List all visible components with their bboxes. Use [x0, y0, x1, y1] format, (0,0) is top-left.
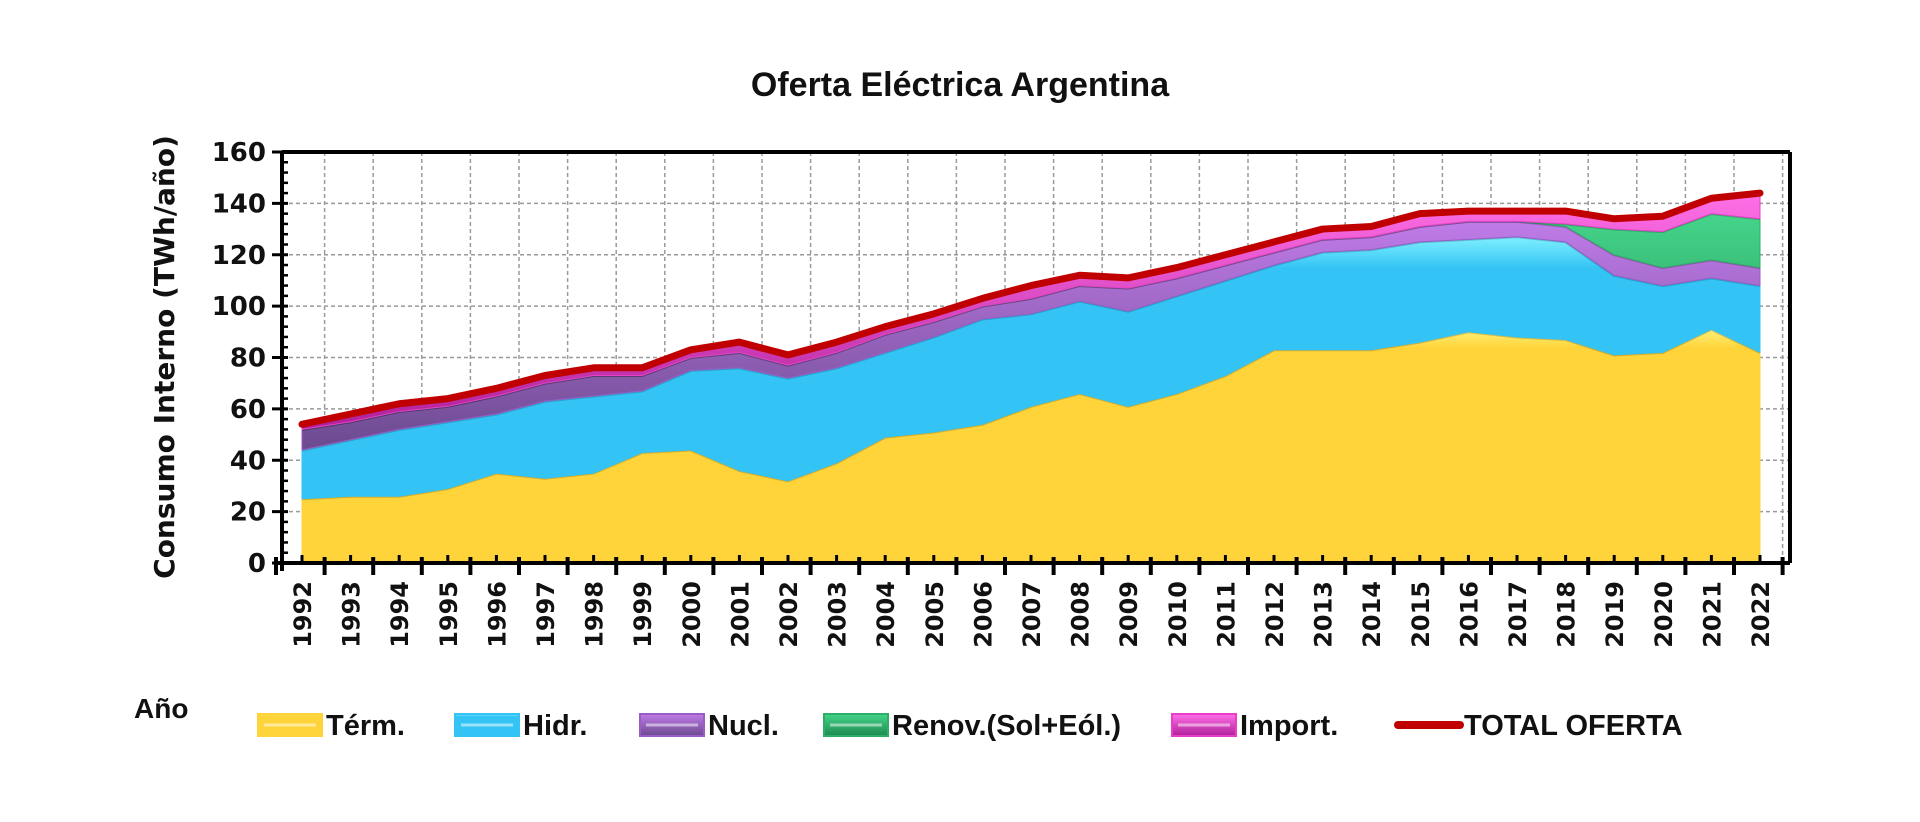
- x-tick-label: 2018: [1553, 581, 1581, 648]
- legend-label: Import.: [1240, 710, 1338, 742]
- x-tick-label: 2002: [775, 581, 803, 648]
- x-tick-label: 2009: [1115, 581, 1143, 648]
- stacked-areas: [301, 191, 1761, 564]
- y-tick-label: 160: [212, 138, 266, 168]
- legend-label: Hidr.: [523, 710, 587, 742]
- total-point: [543, 373, 547, 377]
- y-tick-label: 100: [212, 292, 266, 322]
- total-point: [1369, 224, 1373, 228]
- legend-item: Import.: [1171, 710, 1338, 742]
- axes: [272, 150, 1792, 575]
- total-point: [592, 366, 596, 370]
- x-tick-label: 2021: [1698, 581, 1726, 648]
- total-point: [1709, 196, 1713, 200]
- x-tick-label: 2006: [969, 581, 997, 648]
- total-point: [737, 340, 741, 344]
- legend: Térm. Hidr. Nucl. Renov.(Sol+Eól.) Import. TO…: [257, 710, 1683, 742]
- x-tick-label: 1999: [629, 581, 657, 648]
- x-tick-label: 2008: [1067, 581, 1095, 648]
- legend-item: Hidr.: [454, 710, 587, 742]
- x-tick-label: 1994: [386, 581, 414, 648]
- total-point: [786, 353, 790, 357]
- x-tick-label: 2011: [1212, 581, 1240, 648]
- x-tick-labels: 1992 1993 1994 1995 1996 1997 1998 1999 2000 2001…: [289, 581, 1775, 648]
- total-point: [349, 412, 353, 416]
- total-point: [1175, 266, 1179, 270]
- chart-title: Oferta Eléctrica Argentina: [751, 66, 1170, 104]
- total-point: [300, 422, 304, 426]
- x-tick-label: 2001: [726, 581, 754, 648]
- x-tick-label: 2014: [1358, 581, 1386, 648]
- y-tick-label: 0: [248, 549, 266, 579]
- total-line-group: [298, 189, 1764, 428]
- total-point: [1418, 212, 1422, 216]
- x-tick-label: 2004: [872, 581, 900, 648]
- y-tick-label: 60: [230, 395, 266, 425]
- legend-label: Nucl.: [708, 710, 779, 742]
- total-point: [1515, 209, 1519, 213]
- y-tick-labels: 0 20 40 60 80 100 120 140 160: [212, 138, 266, 579]
- legend-item: Nucl.: [639, 710, 779, 742]
- total-point: [1661, 214, 1665, 218]
- x-tick-label: 2015: [1407, 581, 1435, 648]
- x-tick-label: 1997: [532, 581, 560, 648]
- x-tick-label: 2010: [1164, 581, 1192, 648]
- legend-label: Renov.(Sol+Eól.): [892, 710, 1121, 742]
- total-point: [1029, 284, 1033, 288]
- y-tick-label: 140: [212, 189, 266, 219]
- x-tick-label: 2007: [1018, 581, 1046, 648]
- total-point: [689, 348, 693, 352]
- y-tick-label: 120: [212, 241, 266, 271]
- x-tick-label: 2017: [1504, 581, 1532, 648]
- total-point: [980, 296, 984, 300]
- legend-item-total: TOTAL OFERTA: [1394, 710, 1683, 742]
- legend-item: Renov.(Sol+Eól.): [823, 710, 1121, 742]
- x-tick-label: 2013: [1310, 581, 1338, 648]
- x-tick-label: 2012: [1261, 581, 1289, 648]
- total-point: [1612, 217, 1616, 221]
- y-tick-label: 40: [230, 446, 266, 476]
- legend-item: Térm.: [257, 710, 405, 742]
- y-axis-label: Consumo Interno (TWh/año): [148, 135, 181, 579]
- total-point: [1466, 209, 1470, 213]
- total-point: [835, 340, 839, 344]
- total-point: [1126, 276, 1130, 280]
- total-point: [494, 386, 498, 390]
- total-point: [883, 325, 887, 329]
- legend-label: TOTAL OFERTA: [1464, 710, 1683, 742]
- x-tick-label: 1993: [338, 581, 366, 648]
- total-point: [446, 397, 450, 401]
- x-tick-label: 2000: [678, 581, 706, 648]
- total-point: [1321, 227, 1325, 231]
- total-point: [932, 312, 936, 316]
- x-tick-label: 2022: [1747, 581, 1775, 648]
- y-tick-label: 20: [230, 498, 266, 528]
- total-point: [1272, 240, 1276, 244]
- total-point: [1078, 273, 1082, 277]
- x-axis-label: Año: [134, 693, 188, 724]
- x-tick-label: 2005: [921, 581, 949, 648]
- total-point: [1223, 253, 1227, 257]
- y-tick-label: 80: [230, 344, 266, 374]
- x-tick-label: 2003: [824, 581, 852, 648]
- total-point: [1758, 191, 1762, 195]
- x-tick-label: 2020: [1650, 581, 1678, 648]
- total-point: [397, 402, 401, 406]
- x-tick-label: 1992: [289, 581, 317, 648]
- x-tick-label: 2016: [1455, 581, 1483, 648]
- x-tick-label: 2019: [1601, 581, 1629, 648]
- legend-label: Térm.: [326, 710, 405, 742]
- x-tick-label: 1995: [435, 581, 463, 648]
- total-point: [1564, 209, 1568, 213]
- x-tick-label: 1996: [483, 581, 511, 648]
- total-point: [640, 366, 644, 370]
- x-tick-label: 1998: [581, 581, 609, 648]
